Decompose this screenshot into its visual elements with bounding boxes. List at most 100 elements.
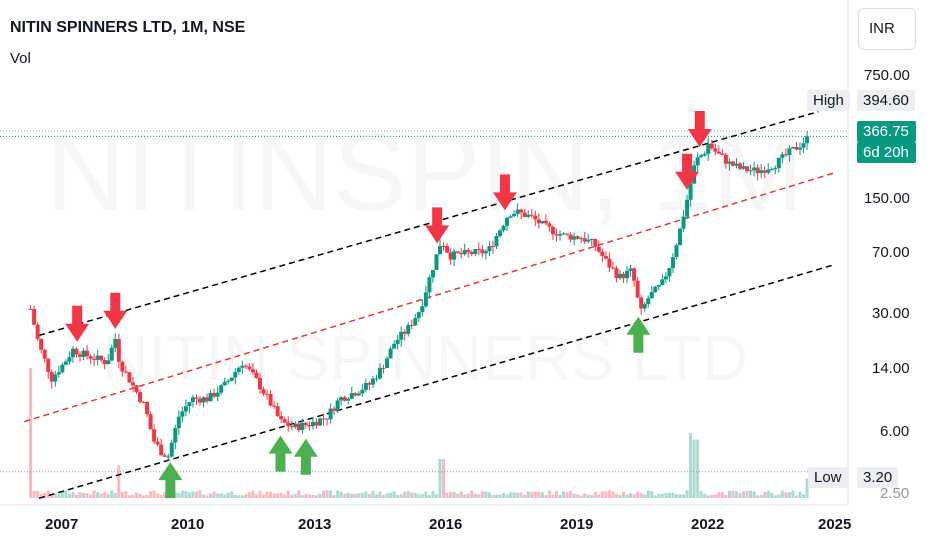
volume-bar: [777, 494, 781, 498]
time-tick-2022: 2022: [691, 516, 725, 533]
volume-bar: [82, 492, 86, 498]
volume-bar: [325, 490, 329, 498]
candle-body: [681, 216, 686, 229]
volume-bar: [742, 491, 746, 498]
volume-bar: [459, 491, 463, 498]
candle-body: [162, 455, 167, 457]
last-price-tag: 366.75: [857, 121, 916, 142]
candle-body: [621, 273, 626, 279]
volume-bar: [470, 490, 474, 498]
volume-bar: [32, 490, 36, 498]
volume-bar: [74, 494, 78, 498]
red-down-arrow: [103, 292, 128, 329]
candle-body: [476, 248, 481, 250]
volume-bar: [516, 492, 520, 498]
volume-bar: [717, 492, 721, 498]
volume-bar: [113, 492, 117, 498]
candle-body: [480, 249, 485, 254]
volume-bar: [643, 494, 647, 498]
candle-body: [473, 248, 478, 254]
volume-bar: [734, 491, 738, 498]
price-tick-6: 6.00: [880, 423, 910, 440]
time-tick-2016: 2016: [429, 516, 463, 533]
candle-body: [667, 268, 672, 277]
candle-body: [335, 400, 340, 411]
candle-body: [374, 378, 379, 380]
volume-bar: [103, 491, 107, 498]
volume-bar: [304, 493, 308, 498]
volume-bar: [689, 433, 693, 498]
watermark-name: NITIN SPINNERS LTD: [102, 322, 748, 394]
candle-body: [99, 355, 104, 360]
chart-title: NITIN SPINNERS LTD, 1M, NSE: [10, 19, 246, 36]
volume-bar: [406, 491, 410, 498]
volume-bar: [678, 494, 682, 498]
volume-bar: [149, 491, 153, 498]
candle-body: [130, 382, 135, 386]
volume-bar: [378, 491, 382, 498]
volume-bar: [265, 491, 269, 498]
volume-bar: [572, 493, 576, 498]
volume-bar: [632, 493, 636, 498]
volume-bar: [385, 493, 389, 498]
volume-bar: [258, 490, 262, 498]
volume-bar: [237, 495, 241, 498]
volume-bar: [307, 494, 311, 498]
candle-body: [134, 385, 139, 392]
candle-body: [625, 270, 630, 279]
candle-body: [399, 331, 404, 340]
volume-bar: [442, 459, 446, 498]
candle-body: [438, 246, 442, 255]
candle-body: [618, 273, 622, 279]
candle-body: [505, 217, 510, 226]
volume-bar: [64, 490, 68, 498]
candle-body: [88, 356, 93, 359]
volume-bar: [639, 493, 643, 498]
volume-bar: [50, 494, 54, 498]
volume-bar: [251, 490, 255, 498]
volume-bar: [554, 491, 558, 498]
time-tick-2013: 2013: [298, 516, 332, 533]
candle-body: [536, 219, 541, 224]
volume-bar: [202, 494, 206, 498]
candle-body: [508, 216, 513, 218]
volume-bar: [636, 491, 640, 498]
volume-bar: [671, 492, 675, 498]
volume-bar: [720, 492, 724, 498]
volume-bar: [657, 493, 661, 498]
candle-body: [579, 238, 584, 240]
volume-bar: [53, 493, 57, 498]
candle-body: [790, 147, 795, 149]
volume-bar: [99, 493, 103, 498]
candle-body: [674, 245, 679, 258]
time-tick-2025: 2025: [818, 516, 852, 533]
volume-bar: [226, 492, 230, 498]
candle-body: [441, 246, 446, 248]
annotation-arrows: [65, 110, 712, 499]
candle-body: [699, 155, 704, 158]
volume-bar: [145, 494, 149, 498]
candle-body: [229, 377, 234, 381]
candle-body: [628, 268, 633, 271]
low-label: Low: [808, 467, 848, 488]
candle-body: [748, 170, 753, 172]
candle-body: [427, 277, 432, 293]
volume-bar: [759, 495, 763, 498]
volume-bar: [184, 491, 188, 498]
volume-bar: [300, 495, 304, 498]
volume-bar: [36, 491, 40, 498]
candle-body: [310, 421, 315, 427]
volume-bar: [198, 490, 202, 498]
candle-body: [434, 254, 439, 270]
candle-body: [678, 228, 682, 246]
price-grid: [0, 130, 848, 473]
volume-bar: [480, 491, 484, 498]
candle-body: [766, 169, 771, 173]
volume-bar: [576, 494, 580, 498]
green-up-arrow: [626, 316, 651, 353]
volume-bar: [611, 491, 615, 498]
candle-body: [222, 381, 227, 386]
candle-body: [370, 378, 375, 385]
currency-button[interactable]: INR: [858, 8, 916, 50]
